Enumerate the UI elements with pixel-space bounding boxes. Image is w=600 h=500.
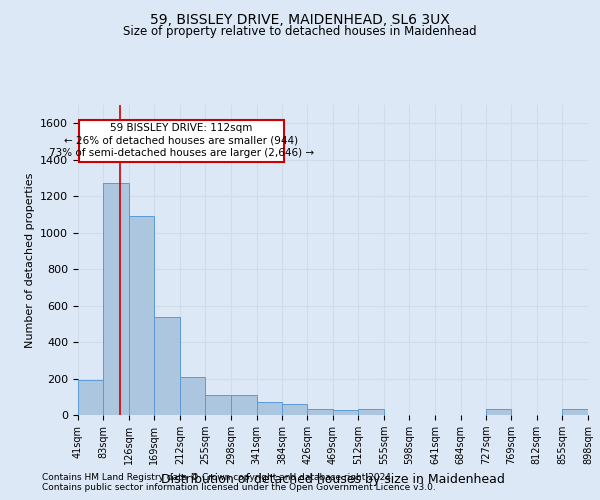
Bar	[231, 395, 257, 415]
FancyBboxPatch shape	[79, 120, 284, 162]
Bar	[307, 408, 333, 415]
Text: Size of property relative to detached houses in Maidenhead: Size of property relative to detached ho…	[123, 25, 477, 38]
Bar	[180, 376, 205, 415]
Bar	[78, 380, 103, 415]
Bar	[486, 408, 511, 415]
Text: 73% of semi-detached houses are larger (2,646) →: 73% of semi-detached houses are larger (…	[49, 148, 314, 158]
Text: Contains public sector information licensed under the Open Government Licence v3: Contains public sector information licen…	[42, 484, 436, 492]
Bar	[154, 316, 180, 415]
Bar	[358, 408, 384, 415]
Bar	[282, 404, 307, 415]
Text: ← 26% of detached houses are smaller (944): ← 26% of detached houses are smaller (94…	[64, 136, 298, 145]
Bar	[257, 402, 282, 415]
Bar	[103, 184, 128, 415]
Bar	[333, 410, 358, 415]
Text: 59 BISSLEY DRIVE: 112sqm: 59 BISSLEY DRIVE: 112sqm	[110, 123, 253, 133]
Bar	[205, 395, 231, 415]
Text: 59, BISSLEY DRIVE, MAIDENHEAD, SL6 3UX: 59, BISSLEY DRIVE, MAIDENHEAD, SL6 3UX	[150, 12, 450, 26]
X-axis label: Distribution of detached houses by size in Maidenhead: Distribution of detached houses by size …	[161, 472, 505, 486]
Y-axis label: Number of detached properties: Number of detached properties	[25, 172, 35, 348]
Bar	[128, 216, 154, 415]
Bar	[562, 408, 588, 415]
Text: Contains HM Land Registry data © Crown copyright and database right 2024.: Contains HM Land Registry data © Crown c…	[42, 474, 394, 482]
